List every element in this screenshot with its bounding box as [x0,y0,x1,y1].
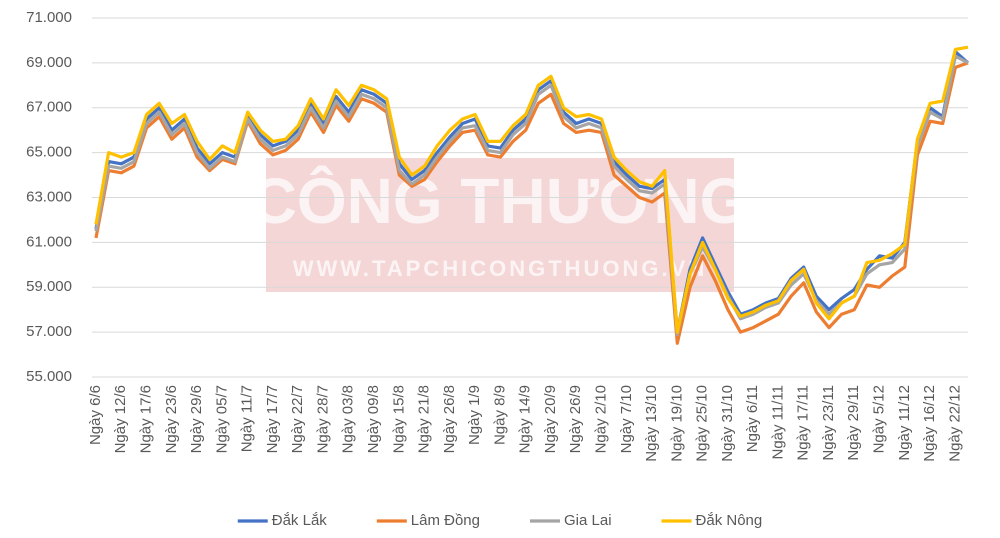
series-line [94,45,969,334]
x-tick-label: Ngày 17/6 [138,385,155,453]
x-tick-label: Ngày 2/10 [592,385,609,453]
x-tick-label: Ngày 28/7 [314,385,331,453]
x-tick-label: Ngày 09/8 [365,385,382,453]
y-tick-label: 63.000 [26,188,72,205]
x-tick-label: Ngày 11/12 [896,385,913,461]
x-tick-label: Ngày 17/7 [264,385,281,453]
series-line [94,54,969,336]
x-tick-label: Ngày 11/7 [239,385,256,452]
x-tick-label: Ngày 23/11 [820,385,837,461]
x-tick-label: Ngày 23/6 [163,385,180,453]
x-tick-label: Ngày 03/8 [340,385,357,453]
x-tick-label: Ngày 13/10 [643,385,660,462]
y-tick-label: 55.000 [26,368,72,385]
x-tick-label: Ngày 22/12 [946,385,963,462]
x-tick-label: Ngày 25/10 [694,385,711,462]
x-tick-label: Ngày 7/10 [618,385,635,453]
legend-label: Đắk Nông [696,512,763,529]
x-tick-label: Ngày 1/9 [466,385,483,445]
x-tick-label: Ngày 29/11 [845,385,862,461]
x-tick-label: Ngày 8/9 [491,385,508,445]
legend: Đắk Lắk Lâm Đồng Gia Lai Đắk Nông [237,512,763,529]
y-tick-label: 65.000 [26,144,72,161]
legend-label: Gia Lai [564,512,612,529]
x-tick-label: Ngày 15/8 [390,385,407,453]
y-tick-label: 71.000 [26,9,72,26]
x-tick-label: Ngày 22/7 [289,385,306,453]
x-tick-label: Ngày 16/12 [921,385,938,462]
y-tick-label: 61.000 [26,233,72,250]
x-tick-label: Ngày 21/8 [416,385,433,453]
x-tick-label: Ngày 05/7 [213,385,230,453]
x-tick-label: Ngày 11/11 [769,385,786,460]
y-tick-label: 67.000 [26,99,72,116]
watermark-url: WWW.TAPCHICONGTHUONG.VN [293,256,707,281]
x-tick-label: Ngày 31/10 [719,385,736,462]
x-tick-label: Ngày 20/9 [542,385,559,453]
x-tick-label: Ngày 5/12 [871,385,888,453]
x-tick-label: Ngày 6/11 [744,385,761,452]
x-tick-label: Ngày 6/6 [87,385,104,445]
x-tick-label: Ngày 17/11 [795,385,812,461]
x-tick-label: Ngày 14/9 [517,385,534,453]
watermark-title: CÔNG THƯƠNG [251,164,750,237]
x-tick-label: Ngày 26/9 [567,385,584,453]
y-tick-label: 59.000 [26,278,72,295]
legend-label: Đắk Lắk [272,512,328,529]
x-tick-label: Ngày 12/6 [112,385,129,453]
x-tick-label: Ngày 26/8 [441,385,458,453]
x-tick-label: Ngày 19/10 [668,385,685,462]
legend-label: Lâm Đồng [411,512,480,529]
y-tick-label: 57.000 [26,323,72,340]
x-tick-label: Ngày 29/6 [188,385,205,453]
y-tick-label: 69.000 [26,54,72,71]
